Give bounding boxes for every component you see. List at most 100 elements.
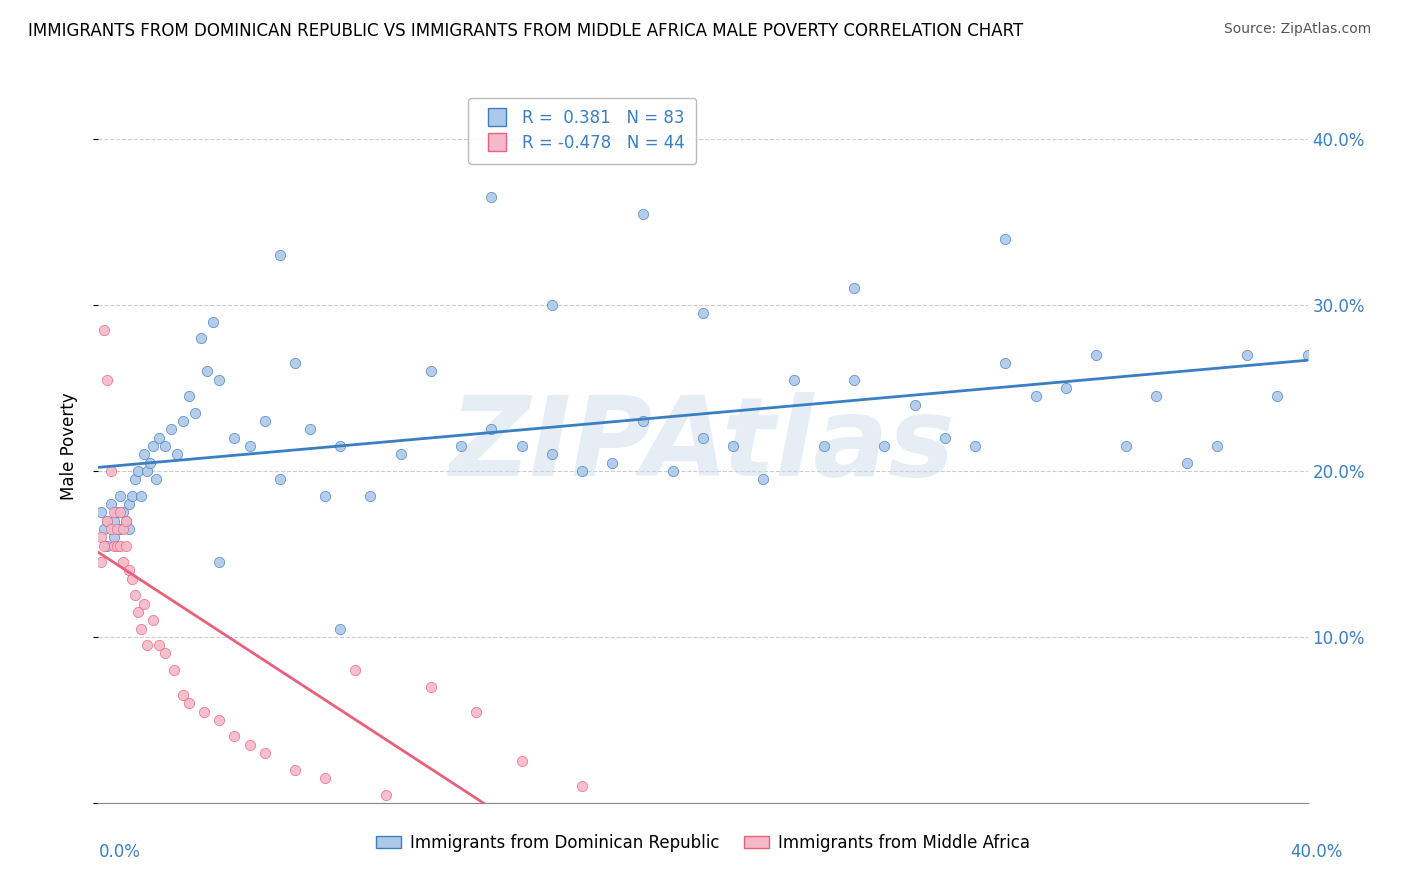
Point [571,464,593,478]
Point [239,439,262,453]
Point [129,622,152,636]
Point [193,705,215,719]
Point [314,489,336,503]
Point [135,464,157,478]
Point [163,663,186,677]
Point [994,356,1017,370]
Point [132,597,155,611]
Point [108,522,131,536]
Point [994,231,1017,245]
Point [1175,456,1198,470]
Point [148,431,170,445]
Point [96,373,118,387]
Point [510,439,533,453]
Text: IMMIGRANTS FROM DOMINICAN REPUBLIC VS IMMIGRANTS FROM MIDDLE AFRICA MALE POVERTY: IMMIGRANTS FROM DOMINICAN REPUBLIC VS IM… [28,22,1024,40]
Point [540,298,562,312]
Point [208,713,231,727]
Point [314,771,336,785]
Point [844,281,866,295]
Point [1267,389,1289,403]
Legend: Immigrants from Dominican Republic, Immigrants from Middle Africa: Immigrants from Dominican Republic, Immi… [370,828,1036,859]
Text: ZIPAtlas: ZIPAtlas [450,392,956,500]
Point [184,406,207,420]
Point [114,539,136,553]
Point [965,439,987,453]
Point [90,505,112,519]
Point [142,439,165,453]
Point [108,505,131,519]
Point [118,497,141,511]
Point [121,572,143,586]
Point [172,414,194,428]
Point [1054,381,1077,395]
Point [904,397,927,411]
Point [1115,439,1137,453]
Point [1206,439,1229,453]
Text: Source: ZipAtlas.com: Source: ZipAtlas.com [1223,22,1371,37]
Point [132,447,155,461]
Point [934,431,956,445]
Point [111,522,134,536]
Point [179,696,201,710]
Point [111,555,134,569]
Point [105,539,128,553]
Point [329,439,352,453]
Point [153,439,176,453]
Point [465,705,488,719]
Point [166,447,188,461]
Point [190,331,212,345]
Point [224,730,246,744]
Point [114,514,136,528]
Point [389,447,412,461]
Point [329,622,352,636]
Point [93,522,115,536]
Point [90,555,112,569]
Point [1296,348,1319,362]
Point [208,555,231,569]
Point [344,663,367,677]
Text: 40.0%: 40.0% [1291,843,1343,861]
Point [510,754,533,768]
Point [253,414,276,428]
Point [105,522,128,536]
Point [692,306,714,320]
Point [723,439,745,453]
Point [299,422,322,436]
Point [360,489,382,503]
Point [142,613,165,627]
Point [284,763,307,777]
Point [145,472,167,486]
Point [195,364,218,378]
Point [90,530,112,544]
Point [783,373,806,387]
Point [124,472,146,486]
Point [93,539,115,553]
Point [269,248,291,262]
Point [124,588,146,602]
Point [103,530,125,544]
Point [103,514,125,528]
Point [127,605,149,619]
Point [1085,348,1108,362]
Point [752,472,775,486]
Point [111,505,134,519]
Point [148,638,170,652]
Point [160,422,183,436]
Point [873,439,896,453]
Point [100,497,122,511]
Point [114,514,136,528]
Point [108,539,131,553]
Point [139,456,162,470]
Point [103,539,125,553]
Point [208,373,231,387]
Point [420,680,443,694]
Point [284,356,307,370]
Point [602,456,624,470]
Point [100,522,122,536]
Point [153,647,176,661]
Point [118,564,141,578]
Point [224,431,246,445]
Point [481,422,503,436]
Point [127,464,149,478]
Point [661,464,683,478]
